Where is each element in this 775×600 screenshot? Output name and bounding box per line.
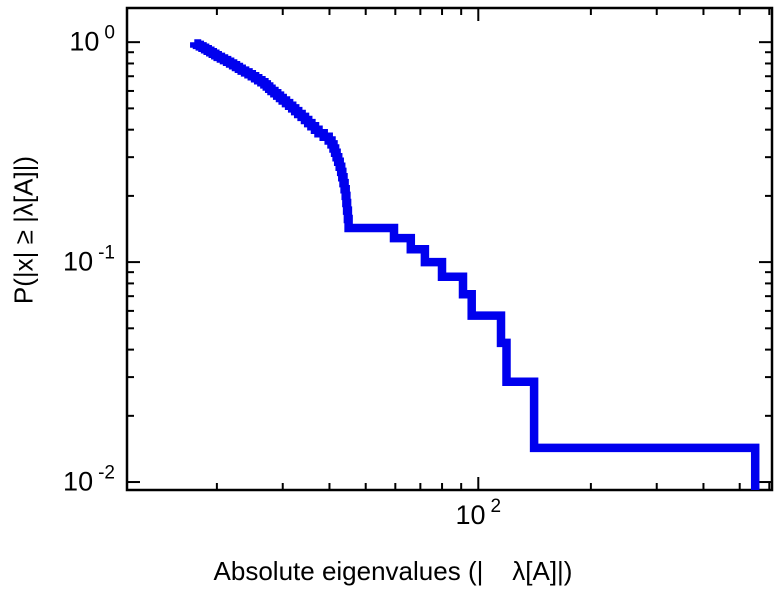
ccdf-step-line — [190, 39, 760, 490]
plot-frame — [125, 6, 774, 492]
plot-border — [125, 6, 774, 492]
data-series-layer — [190, 39, 760, 490]
axis-ticks — [127, 8, 772, 490]
